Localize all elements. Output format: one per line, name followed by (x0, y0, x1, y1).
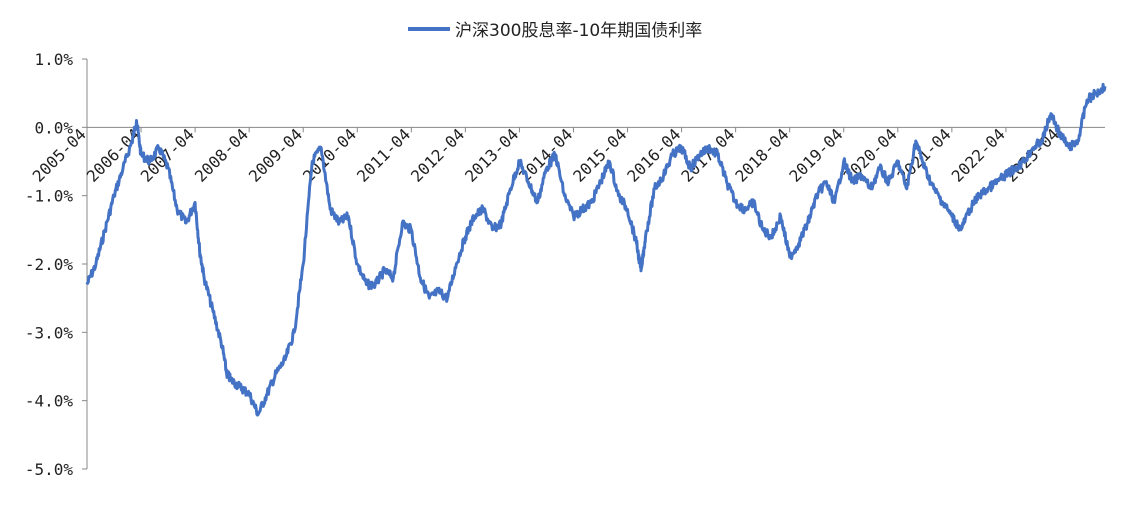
x-tick-label: 2011-04 (353, 125, 414, 186)
series-line (85, 82, 1107, 417)
x-tick-label: 2008-04 (191, 125, 252, 186)
y-tick-label: 0.0% (34, 118, 73, 137)
x-tick-label: 2015-04 (569, 125, 630, 186)
y-axis: 1.0% 0.0% -1.0% -2.0% -3.0% -4.0% -5.0% (25, 50, 88, 479)
x-tick-label: 2010-04 (299, 125, 360, 186)
y-tick-label: -2.0% (25, 255, 74, 274)
y-tick-label: -4.0% (25, 392, 74, 411)
x-axis: 2005-042006-042007-042008-042009-042010-… (29, 125, 1105, 186)
x-tick-label: 2018-04 (731, 125, 792, 186)
x-tick-label: 2014-04 (515, 125, 576, 186)
chart-legend: 沪深300股息率-10年期国债利率 (408, 21, 702, 41)
y-tick-label: -3.0% (25, 323, 74, 342)
series-group (85, 82, 1107, 417)
legend-label: 沪深300股息率-10年期国债利率 (455, 21, 702, 41)
x-tick-label: 2012-04 (407, 125, 468, 186)
x-tick-label: 2007-04 (137, 125, 198, 186)
y-tick-label: 1.0% (34, 50, 73, 69)
y-tick-label: -5.0% (25, 460, 74, 479)
x-tick-label: 2009-04 (245, 125, 306, 186)
x-tick-label: 2019-04 (785, 125, 846, 186)
y-tick-label: -1.0% (25, 187, 74, 206)
